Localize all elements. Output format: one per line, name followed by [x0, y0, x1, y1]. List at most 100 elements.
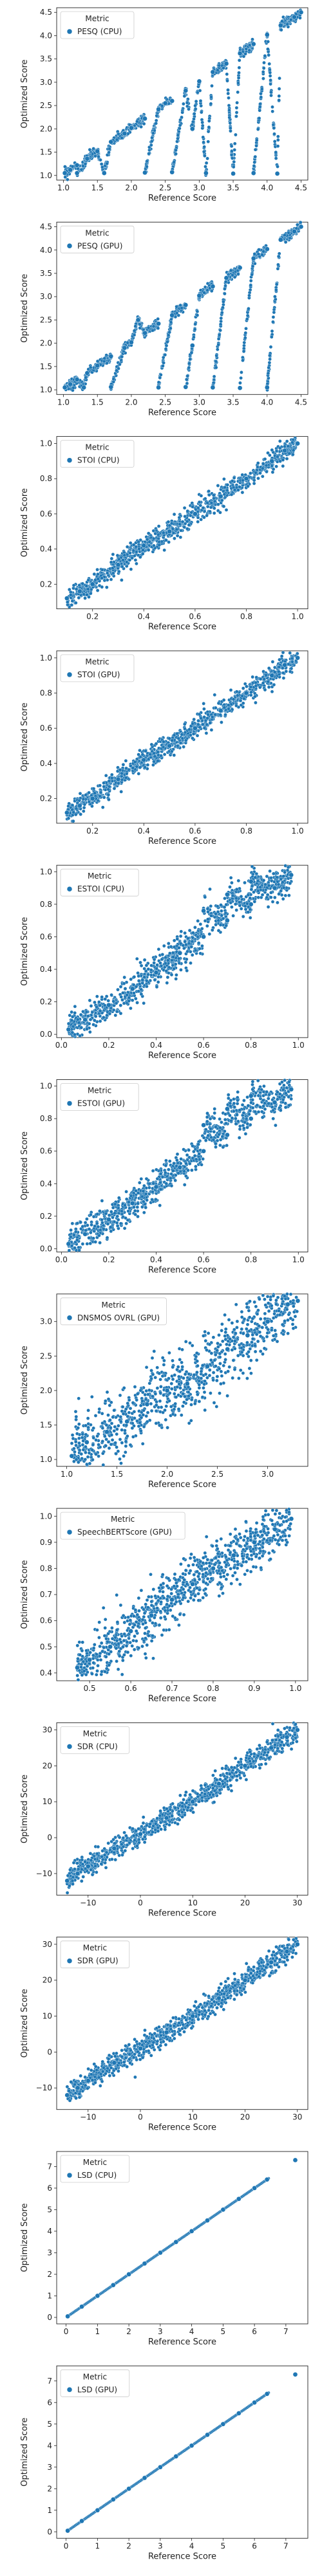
y-tick-label: 3.5 — [40, 269, 52, 278]
cloud-point — [269, 345, 272, 349]
cloud-point — [141, 549, 144, 552]
cloud-point — [99, 790, 102, 794]
cloud-point — [134, 558, 137, 562]
cloud-point — [187, 366, 191, 369]
cloud-point — [236, 488, 240, 491]
cloud-point — [200, 944, 204, 947]
cloud-point — [205, 731, 208, 735]
cloud-point — [110, 557, 113, 560]
data-point — [129, 340, 133, 345]
cloud-point — [93, 572, 96, 576]
cloud-point — [129, 567, 133, 571]
cloud-point — [124, 759, 128, 762]
cloud-point — [247, 307, 250, 310]
cloud-point — [272, 311, 276, 314]
cloud-point — [217, 343, 220, 346]
cloud-point — [126, 545, 129, 549]
cloud-point — [203, 145, 206, 149]
cloud-point — [271, 110, 274, 113]
cloud-point — [208, 888, 211, 891]
data-point — [95, 149, 100, 154]
cloud-point — [256, 461, 260, 464]
data-point — [75, 171, 79, 176]
cloud-point — [270, 464, 274, 468]
cloud-point — [272, 468, 275, 471]
cloud-point — [170, 522, 173, 525]
legend-title: Metric — [85, 443, 109, 452]
data-point — [62, 171, 67, 176]
x-tick-label: 0.8 — [240, 612, 252, 621]
x-tick-label: 2.5 — [159, 397, 171, 406]
cloud-point — [278, 446, 281, 450]
cloud-point — [232, 914, 235, 917]
data-point — [156, 107, 161, 111]
cloud-point — [107, 798, 110, 801]
cloud-point — [176, 134, 180, 137]
cloud-point — [269, 896, 272, 899]
cloud-point — [162, 361, 166, 365]
cloud-point — [207, 125, 211, 129]
cloud-point — [222, 505, 225, 508]
cloud-point — [79, 812, 82, 816]
cloud-point — [138, 556, 142, 559]
cloud-point — [98, 794, 101, 798]
cloud-point — [271, 660, 274, 663]
legend-title: Metric — [85, 228, 109, 237]
data-point — [275, 171, 279, 176]
cloud-point — [208, 510, 211, 513]
cloud-point — [161, 953, 164, 956]
cloud-point — [210, 501, 213, 504]
cloud-point — [275, 450, 278, 453]
cloud-point — [66, 601, 69, 604]
cloud-point — [102, 1016, 105, 1019]
cloud-point — [234, 704, 238, 708]
cloud-point — [184, 515, 187, 518]
cloud-point — [106, 571, 109, 574]
cloud-point — [273, 295, 276, 298]
cloud-point — [213, 511, 216, 515]
cloud-point — [138, 323, 141, 326]
cloud-point — [71, 1015, 74, 1018]
cloud-point — [157, 381, 160, 384]
cloud-point — [90, 1004, 93, 1007]
cloud-point — [152, 544, 155, 547]
cloud-point — [219, 713, 222, 717]
cloud-point — [111, 567, 114, 570]
cloud-point — [242, 915, 245, 918]
data-point — [109, 354, 113, 358]
cloud-point — [158, 544, 161, 547]
cloud-point — [222, 303, 225, 306]
cloud-point — [254, 876, 257, 879]
cloud-point — [234, 133, 237, 136]
cloud-point — [186, 936, 189, 940]
cloud-point — [88, 800, 91, 803]
cloud-point — [131, 999, 134, 1002]
cloud-point — [280, 20, 283, 23]
cloud-point — [238, 381, 242, 385]
cloud-point — [149, 753, 152, 756]
cloud-point — [289, 652, 292, 655]
cloud-point — [209, 102, 213, 105]
cloud-point — [236, 81, 240, 84]
cloud-point — [207, 119, 211, 122]
cloud-point — [286, 23, 289, 26]
cloud-point — [110, 776, 113, 780]
x-tick-label: 0.2 — [86, 612, 99, 621]
cloud-point — [237, 77, 240, 80]
cloud-point — [173, 939, 176, 942]
cloud-point — [214, 713, 217, 716]
cloud-point — [231, 273, 234, 277]
y-axis-label: Optimized Score — [20, 702, 30, 771]
cloud-point — [156, 317, 160, 320]
cloud-point — [206, 910, 209, 913]
data-point — [299, 224, 303, 229]
cloud-point — [223, 706, 226, 709]
cloud-point — [153, 752, 156, 755]
cloud-point — [270, 335, 273, 338]
x-tick-label: 3.0 — [193, 183, 205, 192]
cloud-point — [142, 122, 146, 125]
cloud-point — [97, 578, 100, 581]
cloud-point — [181, 520, 184, 524]
